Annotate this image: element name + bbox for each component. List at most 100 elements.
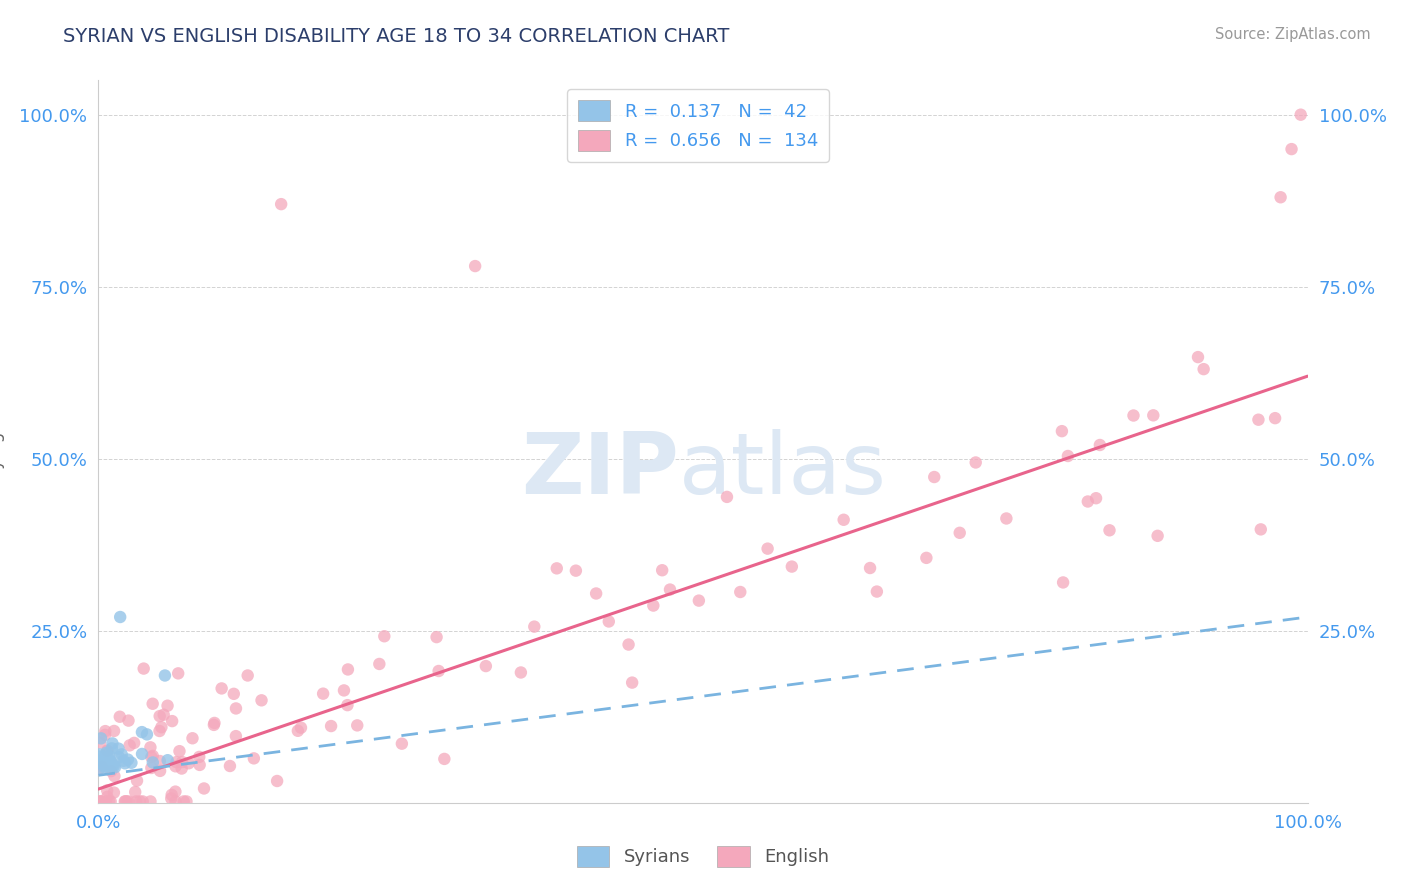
Point bbox=[225, 729, 247, 743]
Point bbox=[93, 756, 115, 770]
Point bbox=[780, 559, 803, 574]
Point bbox=[141, 761, 163, 775]
Point bbox=[617, 638, 640, 652]
Point bbox=[319, 719, 342, 733]
Point bbox=[114, 756, 136, 771]
Point bbox=[621, 675, 644, 690]
Point bbox=[598, 615, 620, 629]
Point bbox=[91, 754, 114, 768]
Point bbox=[202, 718, 225, 732]
Point bbox=[103, 769, 125, 783]
Point bbox=[101, 758, 124, 772]
Point bbox=[651, 563, 673, 577]
Point bbox=[96, 744, 118, 758]
Point bbox=[125, 794, 148, 808]
Point bbox=[312, 687, 335, 701]
Point bbox=[94, 794, 117, 808]
Point bbox=[152, 707, 174, 722]
Point bbox=[131, 747, 153, 761]
Point bbox=[114, 794, 136, 808]
Point bbox=[96, 789, 118, 804]
Point bbox=[117, 714, 139, 728]
Point bbox=[688, 593, 710, 607]
Point bbox=[426, 630, 449, 644]
Point bbox=[96, 783, 118, 797]
Point bbox=[1122, 409, 1144, 423]
Point bbox=[1146, 529, 1168, 543]
Point bbox=[922, 470, 945, 484]
Point bbox=[427, 664, 450, 678]
Point bbox=[139, 740, 162, 755]
Point bbox=[523, 619, 546, 633]
Point bbox=[89, 735, 111, 749]
Point bbox=[94, 724, 117, 739]
Point bbox=[107, 741, 129, 756]
Point bbox=[100, 755, 122, 769]
Point bbox=[464, 259, 486, 273]
Point bbox=[756, 541, 779, 556]
Point bbox=[98, 794, 121, 808]
Point bbox=[949, 525, 972, 540]
Point bbox=[111, 747, 134, 762]
Point bbox=[475, 659, 498, 673]
Point bbox=[131, 725, 153, 739]
Point bbox=[373, 629, 395, 643]
Point bbox=[333, 683, 356, 698]
Point bbox=[98, 754, 121, 768]
Point bbox=[89, 747, 111, 762]
Point bbox=[132, 662, 155, 676]
Point bbox=[509, 665, 531, 680]
Point bbox=[346, 718, 368, 732]
Point bbox=[122, 736, 145, 750]
Text: Source: ZipAtlas.com: Source: ZipAtlas.com bbox=[1215, 27, 1371, 42]
Point bbox=[716, 490, 738, 504]
Point bbox=[965, 455, 987, 469]
Point bbox=[1057, 449, 1080, 463]
Point bbox=[139, 794, 162, 808]
Point bbox=[160, 791, 183, 805]
Point bbox=[114, 794, 136, 808]
Point bbox=[368, 657, 391, 671]
Point bbox=[1052, 575, 1074, 590]
Point bbox=[136, 727, 159, 741]
Point bbox=[433, 752, 456, 766]
Point bbox=[219, 759, 242, 773]
Point bbox=[132, 794, 155, 808]
Point bbox=[120, 756, 142, 770]
Point bbox=[90, 794, 112, 808]
Point bbox=[124, 785, 146, 799]
Point bbox=[101, 741, 124, 756]
Point bbox=[1050, 424, 1073, 438]
Point bbox=[1281, 142, 1303, 156]
Point bbox=[546, 561, 568, 575]
Point bbox=[91, 757, 114, 772]
Point bbox=[565, 564, 588, 578]
Point bbox=[1077, 494, 1099, 508]
Point bbox=[156, 753, 179, 767]
Point bbox=[104, 760, 127, 774]
Point bbox=[103, 723, 125, 738]
Point bbox=[1289, 108, 1312, 122]
Point bbox=[1270, 190, 1292, 204]
Point bbox=[176, 794, 198, 808]
Point bbox=[250, 693, 273, 707]
Point bbox=[108, 610, 131, 624]
Point bbox=[866, 584, 889, 599]
Point bbox=[169, 744, 191, 758]
Point bbox=[94, 728, 117, 742]
Point bbox=[96, 759, 118, 773]
Point bbox=[100, 755, 122, 769]
Point bbox=[204, 715, 226, 730]
Point bbox=[142, 697, 165, 711]
Point bbox=[1085, 491, 1108, 506]
Point bbox=[160, 788, 183, 802]
Point bbox=[98, 755, 121, 769]
Point bbox=[193, 781, 215, 796]
Point bbox=[91, 752, 114, 766]
Point bbox=[90, 759, 112, 773]
Point bbox=[167, 666, 190, 681]
Point bbox=[89, 761, 111, 775]
Point bbox=[730, 585, 752, 599]
Point bbox=[125, 773, 148, 788]
Point bbox=[160, 714, 183, 728]
